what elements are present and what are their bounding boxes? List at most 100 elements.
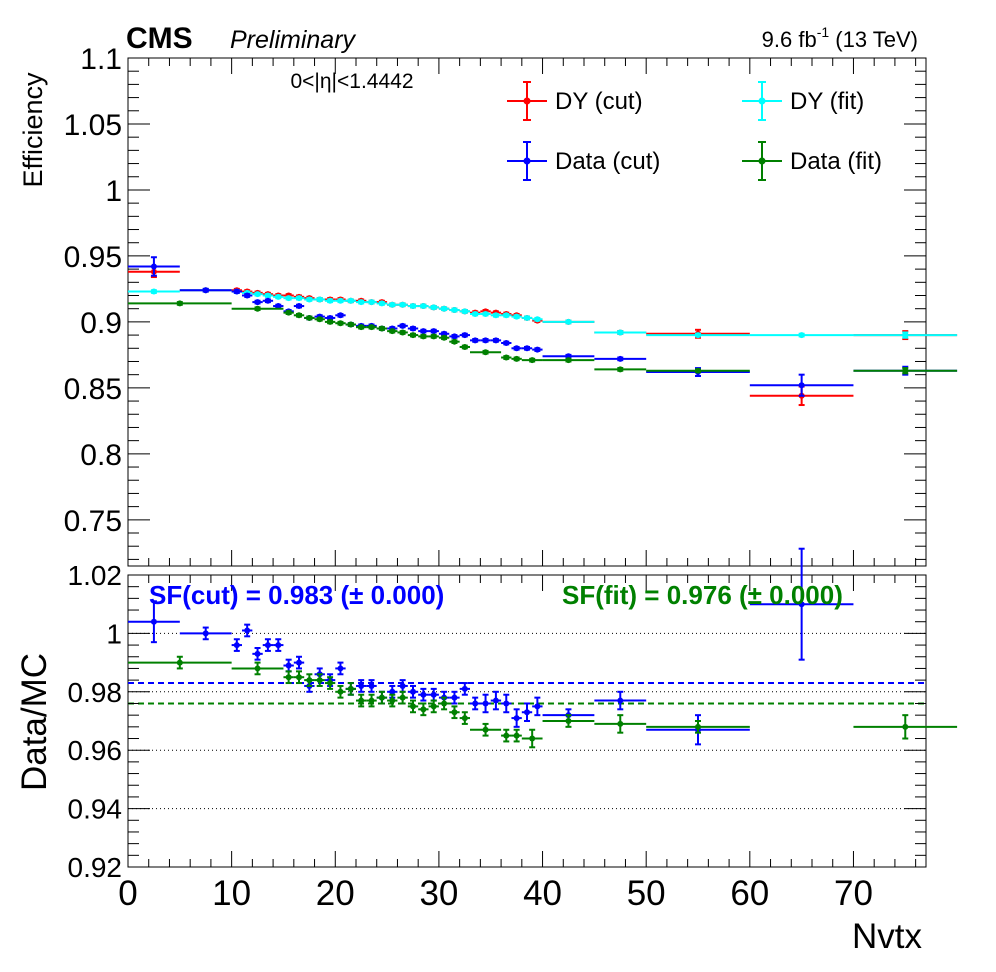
marker	[275, 303, 282, 310]
ratio-ytick-label: 0.92	[68, 852, 123, 883]
marker	[337, 297, 344, 304]
sf-fit-label: SF(fit) = 0.976 (± 0.000)	[562, 580, 843, 610]
efficiency-series-dy-fit	[128, 287, 958, 339]
marker	[264, 642, 271, 649]
efficiency-point	[397, 301, 408, 308]
ratio-point	[387, 693, 398, 708]
efficiency-point	[459, 332, 470, 339]
marker	[472, 310, 479, 317]
efficiency-point	[418, 328, 429, 335]
efficiency-point	[459, 308, 470, 315]
marker	[695, 367, 701, 374]
ratio-point	[407, 699, 419, 714]
marker	[399, 682, 406, 689]
sf-cut-label: SF(cut) = 0.983 (± 0.000)	[149, 580, 444, 610]
efficiency-point	[293, 295, 305, 302]
efficiency-point	[490, 312, 502, 319]
ratio-series-data-fit	[128, 655, 958, 749]
ratio-point	[397, 690, 408, 705]
efficiency-point	[853, 331, 958, 339]
efficiency-point	[293, 303, 305, 310]
marker	[482, 310, 489, 317]
marker	[472, 337, 479, 344]
marker	[378, 325, 385, 332]
marker	[244, 627, 251, 634]
marker	[410, 303, 416, 310]
legend-label: Data (fit)	[790, 148, 882, 175]
marker	[233, 642, 240, 649]
efficiency-point	[511, 345, 522, 352]
efficiency-point	[470, 337, 481, 344]
marker	[327, 318, 334, 325]
marker	[399, 301, 406, 308]
ratio-panel: 0.92 0.94 0.96 0.98 1 1.02 0 10 20 30 40 50 60 70 SF…	[15, 547, 958, 956]
marker	[695, 332, 701, 339]
ratio-point	[470, 696, 481, 711]
efficiency-point	[418, 303, 429, 310]
efficiency-point	[532, 316, 543, 323]
marker	[482, 700, 489, 707]
ratio-point	[273, 638, 284, 652]
ratio-point	[231, 638, 242, 652]
efficiency-ylabel: Efficiency	[18, 72, 48, 188]
efficiency-ytick-label: 1.05	[64, 109, 122, 142]
legend-marker	[523, 97, 531, 105]
marker	[399, 694, 406, 701]
efficiency-point	[262, 292, 274, 299]
marker	[441, 700, 448, 707]
marker	[565, 318, 572, 325]
marker	[296, 312, 302, 319]
marker	[316, 677, 323, 684]
ratio-point	[428, 699, 439, 714]
ratio-ylabel: Data/MC	[15, 653, 54, 791]
marker	[337, 312, 344, 319]
marker	[472, 700, 479, 707]
efficiency-point	[314, 316, 325, 323]
efficiency-point	[532, 346, 543, 353]
marker	[358, 299, 365, 306]
efficiency-point	[231, 288, 242, 295]
marker	[617, 355, 624, 362]
ratio-point	[252, 647, 263, 661]
ratio-point	[470, 722, 502, 737]
x-tick-label: 70	[834, 874, 873, 913]
marker	[202, 630, 209, 637]
efficiency-point	[428, 304, 439, 311]
marker	[296, 295, 302, 302]
efficiency-point	[356, 324, 367, 331]
marker	[492, 312, 499, 319]
efficiency-point	[501, 340, 512, 347]
status-label: Preliminary	[230, 26, 357, 54]
marker	[534, 316, 541, 323]
efficiency-point	[749, 332, 854, 339]
scale-factor-lines	[128, 682, 926, 705]
legend-marker	[523, 157, 531, 165]
marker	[492, 697, 499, 704]
ratio-point	[853, 714, 958, 740]
ratio-point	[304, 673, 315, 687]
marker	[285, 309, 292, 316]
marker	[534, 346, 541, 353]
legend-marker	[758, 157, 766, 165]
ratio-point	[459, 711, 470, 725]
marker	[617, 697, 624, 704]
efficiency-point	[428, 328, 439, 335]
marker	[617, 720, 624, 727]
efficiency-point	[304, 296, 315, 303]
marker	[902, 367, 909, 374]
marker	[503, 700, 510, 707]
efficiency-point	[501, 312, 512, 319]
marker	[327, 680, 334, 687]
efficiency-point	[356, 299, 367, 306]
marker	[275, 293, 282, 300]
ratio-point	[511, 728, 522, 743]
marker	[451, 333, 458, 340]
marker	[316, 316, 323, 323]
marker	[461, 308, 468, 315]
efficiency-point	[324, 297, 336, 304]
efficiency-y-tick-labels: 0.75 0.8 0.85 0.9 0.95 1 1.05 1.1	[64, 43, 122, 538]
ratio-point	[542, 714, 595, 728]
ratio-point	[594, 714, 647, 734]
ratio-grid	[128, 632, 926, 810]
